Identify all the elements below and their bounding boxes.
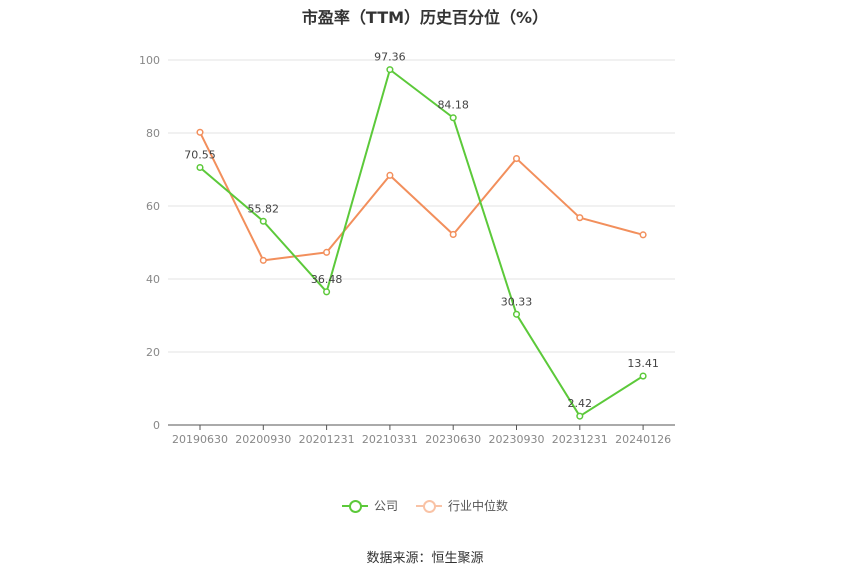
data-label-company: 36.48	[311, 273, 343, 286]
series-lines	[196, 66, 647, 420]
data-label-company: 2.42	[568, 397, 593, 410]
data-point-industry-median	[449, 230, 457, 239]
data-point-company	[449, 114, 457, 122]
data-point-company	[259, 217, 267, 225]
y-tick-label: 40	[146, 273, 160, 286]
legend-swatch-industry-median	[416, 499, 442, 513]
x-tick-label: 20230930	[489, 433, 545, 446]
y-tick-label: 0	[153, 419, 160, 432]
x-tick-label: 20231231	[552, 433, 608, 446]
data-point-industry-median	[196, 128, 204, 136]
data-point-company	[196, 163, 204, 172]
legend-item-company[interactable]: 公司	[341, 497, 398, 514]
data-label-company: 84.18	[437, 99, 469, 112]
legend-label-industry-median: 行业中位数	[448, 499, 509, 513]
y-tick-label: 20	[146, 346, 160, 359]
chart-title: 市盈率（TTM）历史百分位（%）	[301, 8, 549, 27]
x-tick-label: 20210331	[362, 433, 418, 446]
data-label-company: 13.41	[627, 357, 659, 370]
data-point-industry-median	[259, 256, 267, 264]
legend-label-company: 公司	[373, 499, 398, 513]
data-label-company: 30.33	[501, 295, 533, 308]
legend-item-industry-median[interactable]: 行业中位数	[416, 497, 508, 514]
x-tick-label: 20230630	[425, 433, 481, 446]
series-line-company	[199, 68, 644, 418]
data-label-company: 97.36	[374, 51, 406, 64]
axes: 0 20 40 60 80 100 20190630 20200930 20201231 2021…	[139, 54, 675, 446]
y-tick-label: 60	[146, 200, 160, 213]
series-line-industry-median	[199, 131, 644, 262]
data-point-company	[576, 412, 584, 420]
y-tick-label: 100	[139, 54, 160, 67]
data-point-company	[639, 372, 647, 380]
data-point-industry-median	[639, 231, 647, 239]
data-labels: 70.55 55.82 36.48 97.36 84.18 30.33 2.42 13.41	[184, 51, 659, 411]
data-point-company	[512, 310, 521, 318]
data-label-company: 70.55	[184, 148, 216, 161]
x-tick-label: 20201231	[299, 433, 355, 446]
legend: 公司 行业中位数	[0, 497, 850, 514]
data-point-industry-median	[323, 248, 331, 256]
data-point-industry-median	[576, 214, 584, 222]
data-point-company	[323, 288, 331, 296]
x-tick-label: 20190630	[172, 433, 228, 446]
data-label-company: 55.82	[248, 202, 280, 215]
x-tick-label: 20240126	[615, 433, 671, 446]
data-point-industry-median	[386, 171, 394, 179]
data-source-note: 数据来源：恒生聚源	[366, 551, 484, 566]
y-tick-label: 80	[146, 127, 160, 140]
legend-swatch-company	[341, 499, 368, 513]
x-tick-label: 20200930	[235, 433, 291, 446]
data-point-industry-median	[512, 155, 521, 163]
data-point-company	[386, 66, 394, 74]
